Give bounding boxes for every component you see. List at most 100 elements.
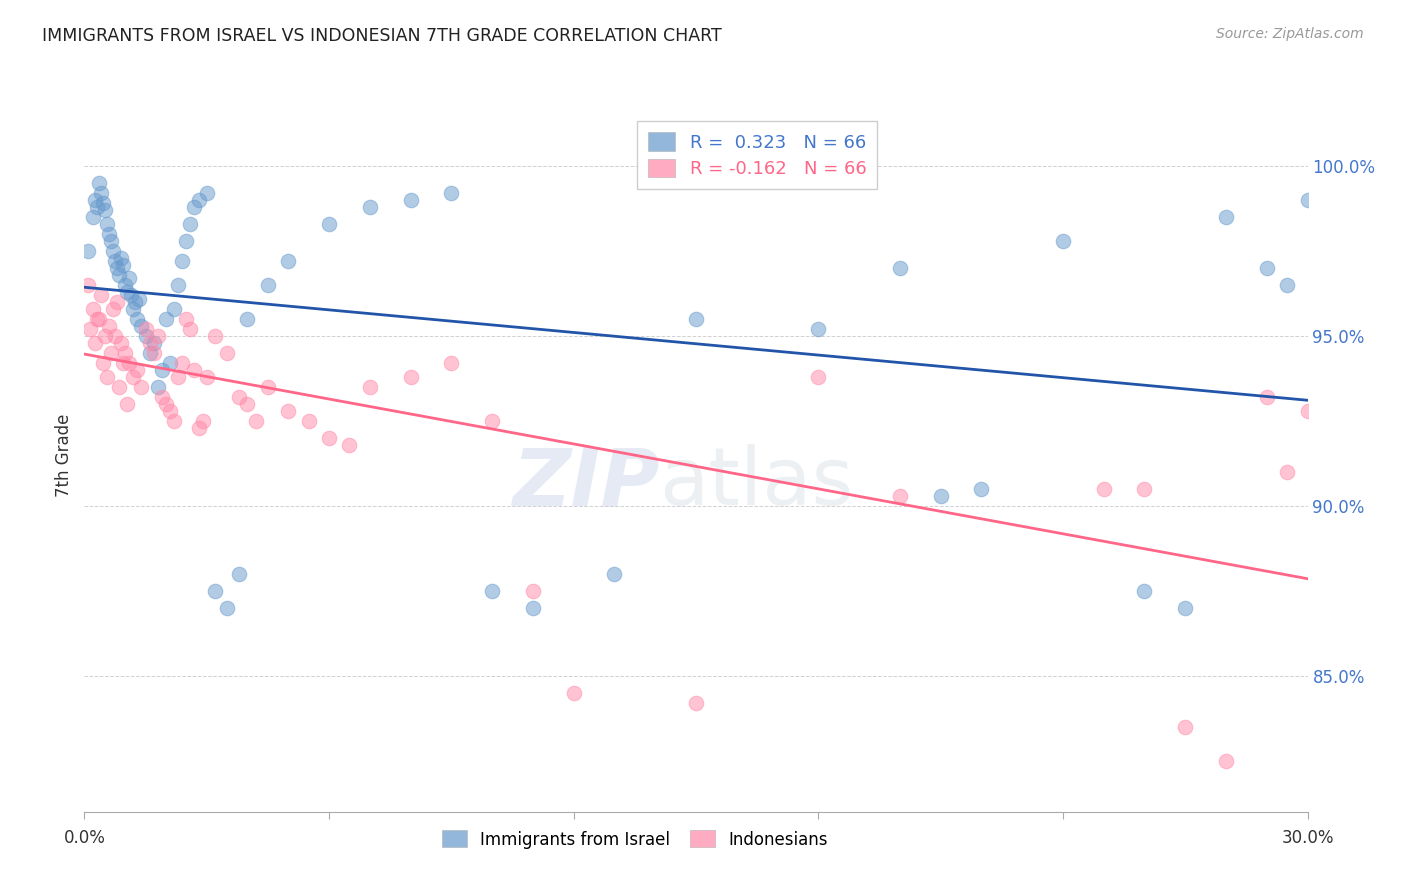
Point [155, 312, 177, 326]
Point [399, 193, 422, 207]
Point [685, 696, 707, 710]
Point [522, 583, 544, 598]
Point [101, 301, 124, 316]
Point [562, 686, 585, 700]
Point [1256, 260, 1278, 275]
Point [77, 244, 100, 258]
Point [172, 356, 194, 370]
Point [91, 196, 114, 211]
Point [122, 369, 145, 384]
Point [114, 278, 136, 293]
Text: Source: ZipAtlas.com: Source: ZipAtlas.com [1216, 27, 1364, 41]
Point [187, 193, 209, 207]
Text: IMMIGRANTS FROM ISRAEL VS INDONESIAN 7TH GRADE CORRELATION CHART: IMMIGRANTS FROM ISRAEL VS INDONESIAN 7TH… [42, 27, 721, 45]
Point [298, 414, 321, 428]
Point [93, 203, 117, 218]
Point [104, 254, 127, 268]
Point [1133, 583, 1156, 598]
Point [159, 356, 181, 370]
Point [127, 363, 149, 377]
Point [115, 285, 138, 299]
Text: 30.0%: 30.0% [1281, 829, 1334, 847]
Point [108, 268, 131, 282]
Point [929, 489, 952, 503]
Point [807, 322, 830, 336]
Point [195, 186, 218, 201]
Point [114, 346, 136, 360]
Point [135, 329, 157, 343]
Point [131, 318, 153, 333]
Point [82, 210, 104, 224]
Point [79, 322, 101, 336]
Point [138, 335, 160, 350]
Point [1256, 390, 1278, 404]
Point [359, 200, 381, 214]
Point [1277, 278, 1299, 293]
Point [155, 397, 177, 411]
Point [150, 363, 173, 377]
Point [100, 234, 122, 248]
Point [318, 431, 340, 445]
Point [91, 356, 114, 370]
Text: ZIP: ZIP [512, 444, 659, 523]
Point [87, 312, 110, 326]
Point [167, 369, 190, 384]
Point [135, 322, 157, 336]
Point [245, 414, 267, 428]
Point [440, 356, 463, 370]
Point [122, 301, 145, 316]
Point [174, 234, 197, 248]
Text: atlas: atlas [659, 444, 853, 523]
Point [100, 346, 122, 360]
Point [277, 403, 299, 417]
Point [96, 369, 118, 384]
Point [90, 186, 112, 201]
Point [236, 312, 259, 326]
Point [93, 329, 117, 343]
Point [204, 329, 226, 343]
Point [118, 271, 141, 285]
Point [187, 421, 209, 435]
Point [127, 312, 149, 326]
Point [195, 369, 218, 384]
Point [1215, 210, 1237, 224]
Point [97, 227, 120, 241]
Point [440, 186, 463, 201]
Point [86, 312, 108, 326]
Point [481, 414, 503, 428]
Point [82, 301, 104, 316]
Point [105, 295, 128, 310]
Point [183, 363, 205, 377]
Point [228, 390, 250, 404]
Point [1174, 720, 1197, 734]
Point [131, 380, 153, 394]
Point [174, 312, 197, 326]
Point [481, 583, 503, 598]
Point [685, 312, 707, 326]
Point [191, 414, 214, 428]
Point [118, 356, 141, 370]
Point [90, 288, 112, 302]
Point [96, 217, 118, 231]
Point [167, 278, 190, 293]
Point [87, 176, 110, 190]
Point [217, 346, 239, 360]
Point [124, 295, 146, 310]
Point [1215, 754, 1237, 768]
Point [179, 217, 201, 231]
Point [138, 346, 160, 360]
Point [115, 397, 138, 411]
Point [120, 288, 142, 302]
Point [163, 301, 186, 316]
Text: 0.0%: 0.0% [63, 829, 105, 847]
Point [1174, 600, 1197, 615]
Point [603, 566, 626, 581]
Point [110, 251, 132, 265]
Point [150, 390, 173, 404]
Point [146, 329, 169, 343]
Point [101, 244, 124, 258]
Point [142, 346, 165, 360]
Point [236, 397, 259, 411]
Point [77, 278, 100, 293]
Point [112, 258, 135, 272]
